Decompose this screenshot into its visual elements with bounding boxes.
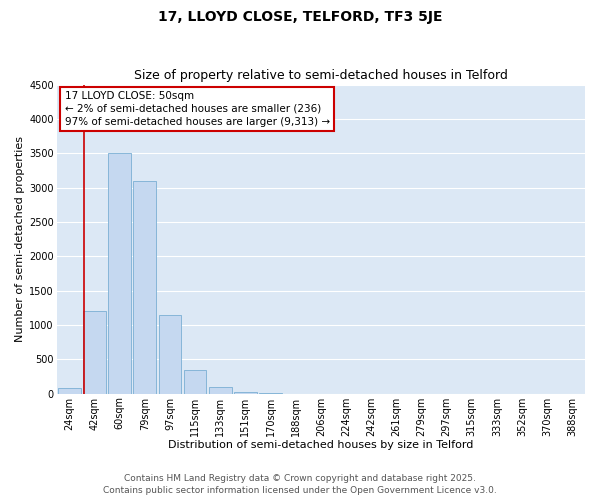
Bar: [158, 314, 181, 394]
Title: Size of property relative to semi-detached houses in Telford: Size of property relative to semi-detach…: [134, 69, 508, 82]
Bar: [234, 392, 257, 394]
Bar: [184, 370, 206, 394]
Bar: [83, 311, 106, 394]
Bar: [108, 153, 131, 394]
Text: Contains HM Land Registry data © Crown copyright and database right 2025.
Contai: Contains HM Land Registry data © Crown c…: [103, 474, 497, 495]
Bar: [133, 180, 156, 394]
Text: 17 LLOYD CLOSE: 50sqm
← 2% of semi-detached houses are smaller (236)
97% of semi: 17 LLOYD CLOSE: 50sqm ← 2% of semi-detac…: [65, 90, 330, 127]
Text: 17, LLOYD CLOSE, TELFORD, TF3 5JE: 17, LLOYD CLOSE, TELFORD, TF3 5JE: [158, 10, 442, 24]
Y-axis label: Number of semi-detached properties: Number of semi-detached properties: [15, 136, 25, 342]
Bar: [209, 387, 232, 394]
X-axis label: Distribution of semi-detached houses by size in Telford: Distribution of semi-detached houses by …: [168, 440, 473, 450]
Bar: [58, 388, 80, 394]
